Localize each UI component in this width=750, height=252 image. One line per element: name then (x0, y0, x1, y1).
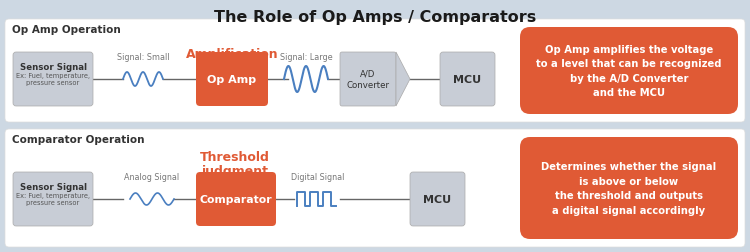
Text: Signal: Large: Signal: Large (280, 53, 332, 62)
Text: Signal: Small: Signal: Small (117, 53, 170, 62)
Text: Ex: Fuel, temperature,
pressure sensor: Ex: Fuel, temperature, pressure sensor (16, 73, 90, 86)
Text: Ex: Fuel, temperature,
pressure sensor: Ex: Fuel, temperature, pressure sensor (16, 192, 90, 206)
FancyBboxPatch shape (5, 20, 745, 122)
Text: Analog Signal: Analog Signal (124, 172, 179, 181)
Text: Sensor Signal: Sensor Signal (20, 63, 86, 72)
Text: Sensor Signal: Sensor Signal (20, 182, 86, 191)
FancyBboxPatch shape (196, 172, 276, 226)
Text: Digital Signal: Digital Signal (291, 172, 345, 181)
FancyBboxPatch shape (520, 137, 738, 239)
Text: Op Amp amplifies the voltage
to a level that can be recognized
by the A/D Conver: Op Amp amplifies the voltage to a level … (536, 45, 722, 98)
Text: Comparator: Comparator (200, 194, 272, 204)
Text: The Role of Op Amps / Comparators: The Role of Op Amps / Comparators (214, 10, 536, 25)
FancyBboxPatch shape (196, 53, 268, 107)
Text: Op Amp: Op Amp (208, 75, 256, 85)
Text: MCU: MCU (424, 194, 451, 204)
Text: A/D
Converter: A/D Converter (346, 70, 389, 90)
FancyBboxPatch shape (13, 53, 93, 107)
Text: Threshold
judgment: Threshold judgment (200, 150, 270, 177)
Text: Op Amp Operation: Op Amp Operation (12, 25, 121, 35)
FancyBboxPatch shape (5, 130, 745, 247)
FancyBboxPatch shape (440, 53, 495, 107)
Text: Determines whether the signal
is above or below
the threshold and outputs
a digi: Determines whether the signal is above o… (542, 162, 716, 215)
FancyBboxPatch shape (520, 28, 738, 115)
Text: MCU: MCU (454, 75, 482, 85)
Text: Amplification: Amplification (186, 48, 278, 61)
FancyBboxPatch shape (340, 53, 396, 107)
Text: Comparator Operation: Comparator Operation (12, 135, 145, 144)
FancyBboxPatch shape (410, 172, 465, 226)
FancyBboxPatch shape (13, 172, 93, 226)
Polygon shape (396, 53, 410, 107)
